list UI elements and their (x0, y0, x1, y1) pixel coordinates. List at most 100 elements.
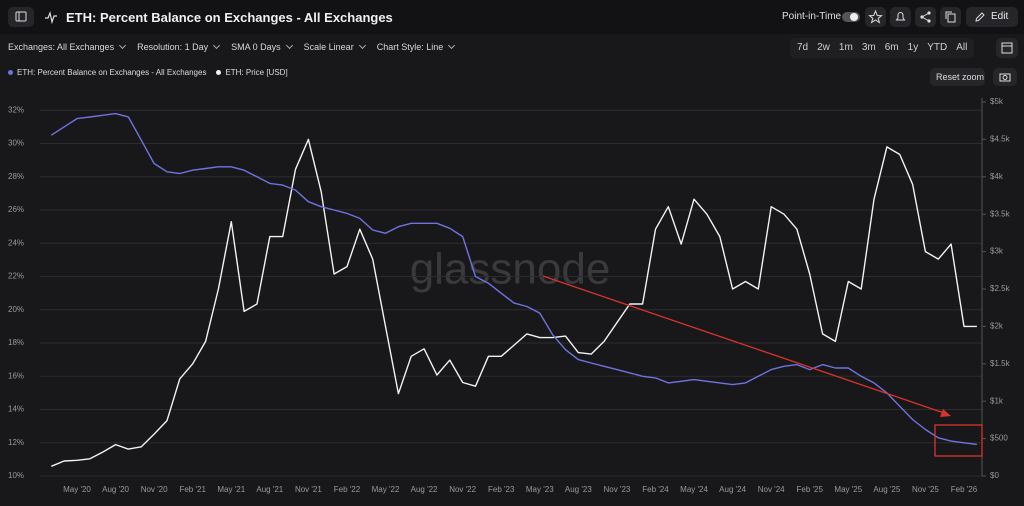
sidebar-icon (15, 11, 27, 22)
y2-tick-label: $0 (990, 471, 999, 480)
reset-zoom-label: Reset zoom (936, 72, 985, 82)
filter[interactable]: Resolution: 1 Day (137, 42, 219, 52)
y-tick-label: 20% (8, 305, 24, 314)
legend-label: ETH: Price [USD] (225, 68, 288, 77)
legend-item[interactable]: ETH: Percent Balance on Exchanges - All … (8, 68, 206, 77)
range-button[interactable]: 6m (884, 42, 899, 53)
filter[interactable]: Chart Style: Line (377, 42, 455, 52)
edit-button[interactable]: Edit (966, 7, 1018, 27)
trend-arrow (542, 275, 945, 414)
y-tick-label: 10% (8, 471, 24, 480)
y-tick-label: 14% (8, 405, 24, 414)
x-tick-label: Aug '24 (719, 485, 746, 494)
copy-button[interactable] (940, 7, 961, 27)
favorite-button[interactable] (865, 7, 886, 27)
range-button[interactable]: All (956, 42, 968, 53)
x-tick-label: May '24 (680, 485, 708, 494)
legend-item[interactable]: ETH: Price [USD] (216, 68, 288, 77)
x-tick-label: May '25 (834, 485, 862, 494)
legend-swatch (216, 70, 222, 75)
page-title: ETH: Percent Balance on Exchanges - All … (66, 10, 393, 25)
point-in-time-toggle[interactable] (842, 11, 862, 23)
x-tick-label: Feb '26 (951, 485, 978, 494)
y2-tick-label: $3k (990, 247, 1004, 256)
range-button[interactable]: 3m (861, 42, 876, 53)
filter[interactable]: Exchanges: All Exchanges (8, 42, 125, 52)
y-tick-label: 22% (8, 272, 24, 281)
range-button[interactable]: 2w (817, 42, 830, 53)
filter-bar: Exchanges: All Exchanges Resolution: 1 D… (8, 42, 454, 52)
range-button[interactable]: YTD (927, 42, 948, 53)
reset-zoom-button[interactable]: Reset zoom (930, 68, 985, 86)
pencil-icon (975, 12, 985, 22)
legend-label: ETH: Percent Balance on Exchanges - All … (17, 68, 207, 77)
screenshot-button[interactable] (993, 68, 1017, 86)
x-tick-label: Nov '25 (912, 485, 939, 494)
x-tick-label: Feb '21 (179, 485, 206, 494)
x-tick-label: Aug '20 (102, 485, 129, 494)
filter[interactable]: SMA 0 Days (231, 42, 292, 52)
x-tick-label: Nov '22 (449, 485, 476, 494)
highlight-box (934, 424, 983, 457)
series-line (51, 138, 977, 467)
point-in-time-label: Point-in-Time (782, 11, 842, 22)
calendar-button[interactable] (996, 38, 1018, 58)
y-tick-label: 16% (8, 371, 24, 380)
x-tick-label: Aug '21 (256, 485, 283, 494)
share-button[interactable] (915, 7, 936, 27)
x-tick-label: Feb '22 (334, 485, 361, 494)
trend-arrowhead (940, 409, 951, 417)
x-tick-label: Nov '20 (141, 485, 168, 494)
calendar-icon (1001, 42, 1013, 54)
y-tick-label: 28% (8, 172, 24, 181)
range-button[interactable]: 1y (907, 42, 919, 53)
y-tick-label: 26% (8, 205, 24, 214)
y-tick-label: 18% (8, 338, 24, 347)
x-tick-label: Feb '23 (488, 485, 515, 494)
y2-tick-label: $2k (990, 322, 1004, 331)
copy-icon (945, 11, 956, 23)
share-icon (920, 11, 931, 23)
legend-swatch (8, 70, 13, 75)
x-tick-label: May '20 (63, 485, 91, 494)
x-tick-label: Nov '21 (295, 485, 322, 494)
y-tick-label: 24% (8, 238, 24, 247)
x-tick-label: Nov '23 (603, 485, 630, 494)
metric-icon (45, 10, 57, 24)
y2-tick-label: $2.5k (990, 284, 1011, 293)
y-tick-label: 32% (8, 105, 24, 114)
y2-tick-label: $4.5k (990, 135, 1011, 144)
legend: ETH: Percent Balance on Exchanges - All … (8, 68, 288, 77)
y-tick-label: 12% (8, 438, 24, 447)
x-tick-label: May '22 (372, 485, 400, 494)
x-tick-label: Aug '22 (411, 485, 438, 494)
star-icon (868, 9, 883, 24)
range-button[interactable]: 7d (797, 42, 809, 53)
y2-tick-label: $3.5k (990, 209, 1011, 218)
y2-tick-label: $1.5k (990, 359, 1011, 368)
x-tick-label: Aug '23 (565, 485, 592, 494)
y2-tick-label: $500 (990, 434, 1008, 443)
x-tick-label: Feb '25 (797, 485, 824, 494)
x-tick-label: May '21 (217, 485, 245, 494)
edit-label: Edit (991, 11, 1009, 22)
series-line (50, 112, 977, 446)
x-tick-label: Feb '24 (642, 485, 669, 494)
y-tick-label: 30% (8, 139, 24, 148)
camera-icon (999, 73, 1011, 82)
watermark: glassnode (410, 245, 611, 294)
bell-icon (895, 12, 906, 21)
y2-tick-label: $4k (990, 172, 1004, 181)
range-selector: 7d 2w 1m 3m 6m 1y YTD All (790, 38, 975, 58)
alert-button[interactable] (890, 7, 911, 27)
x-tick-label: Nov '24 (758, 485, 785, 494)
filter[interactable]: Scale Linear (304, 42, 365, 52)
x-tick-label: Aug '25 (873, 485, 900, 494)
y2-tick-label: $5k (990, 97, 1004, 106)
y2-tick-label: $1k (990, 396, 1004, 405)
x-tick-label: May '23 (526, 485, 554, 494)
range-button[interactable]: 1m (838, 42, 853, 53)
sidebar-button[interactable] (8, 7, 34, 27)
